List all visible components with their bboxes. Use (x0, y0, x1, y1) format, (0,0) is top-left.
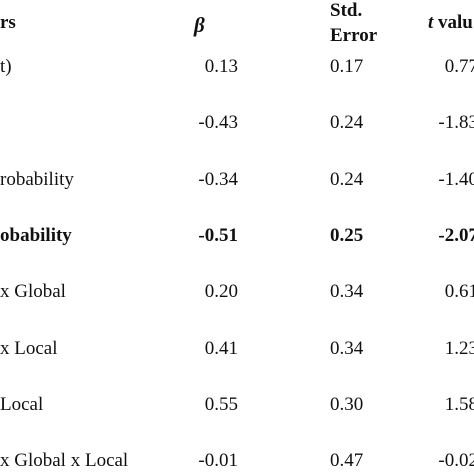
header-t-value: t valu (428, 12, 473, 34)
beta-value: 0.55 (204, 393, 238, 415)
t-value: -1.40 (438, 168, 474, 190)
row-label: Local (0, 393, 44, 415)
row-label: t) (0, 56, 12, 77)
row-label: x Local (0, 337, 58, 359)
se-value: 0.24 (330, 112, 364, 134)
header-beta: β (194, 13, 205, 37)
beta-value: -0.01 (198, 450, 238, 472)
beta-value: 0.20 (204, 281, 238, 303)
header-std: Std. (330, 0, 363, 21)
header-value: valu (438, 12, 473, 33)
row-label: x Global x Local (0, 450, 129, 472)
row-label: robability (0, 168, 74, 190)
beta-value: -0.34 (198, 168, 238, 190)
se-value: 0.34 (330, 337, 364, 359)
header-t: t (428, 12, 434, 33)
t-value: 0.77 (444, 56, 474, 77)
t-value: 0.61 (444, 281, 474, 303)
t-value: 1.58 (444, 393, 474, 415)
row-label: x Global (0, 281, 66, 303)
se-value: 0.24 (330, 168, 364, 190)
t-value: -2.07 (438, 224, 474, 246)
t-value: 1.23 (444, 337, 474, 359)
se-value: 0.34 (330, 281, 364, 303)
t-value: -1.83 (438, 112, 474, 134)
header-error: Error (330, 25, 378, 46)
t-value: -0.02 (438, 450, 474, 472)
beta-value: 0.41 (204, 337, 238, 359)
se-value: 0.30 (330, 393, 364, 415)
beta-value: -0.51 (198, 224, 238, 246)
se-value: 0.25 (330, 224, 364, 246)
row-label: obability (0, 224, 72, 246)
beta-value: -0.43 (198, 112, 238, 134)
se-value: 0.47 (330, 450, 364, 472)
header-predictors: rs (0, 12, 16, 33)
beta-value: 0.13 (204, 56, 238, 77)
se-value: 0.17 (330, 56, 364, 77)
